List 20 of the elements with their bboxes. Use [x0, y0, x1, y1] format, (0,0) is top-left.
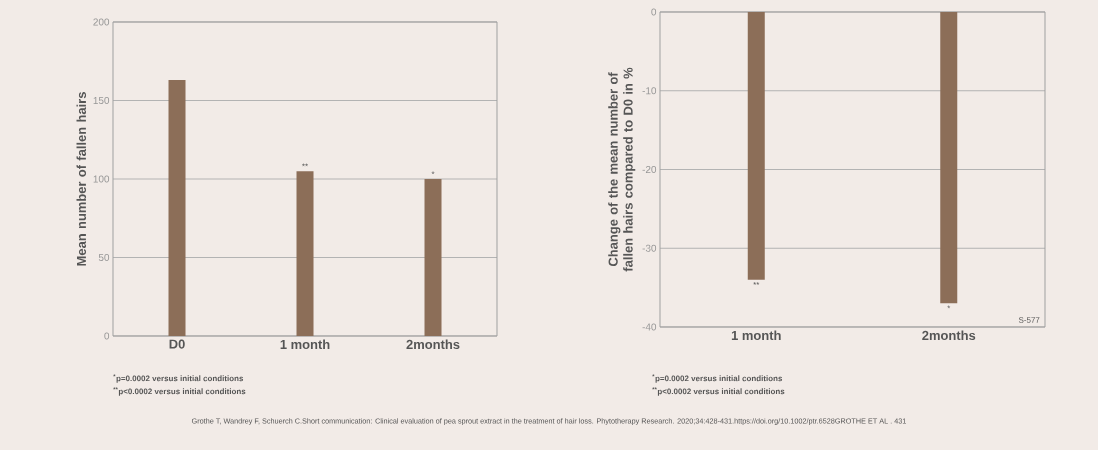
bar: [424, 178, 442, 336]
bar: [168, 80, 186, 336]
y-tick-label: -40: [642, 323, 657, 331]
y-axis-title: Change of the mean number of fallen hairs compared to D0 in %: [608, 67, 636, 272]
y-tick-label: 100: [93, 175, 110, 183]
x-tick-label: D0: [169, 339, 185, 349]
y-tick-label: 0: [104, 332, 110, 340]
bar: [296, 171, 314, 336]
y-tick-label: -20: [642, 165, 657, 174]
x-tick-label: 1 month: [280, 339, 330, 350]
x-tick-label: 2months: [406, 339, 460, 350]
y-axis-title: Mean number of fallen hairs: [76, 92, 87, 266]
y-tick-label: 150: [93, 96, 110, 105]
x-tick-label: 1 month: [731, 330, 781, 341]
x-tick-label: 2months: [922, 330, 976, 341]
y-tick-label: -10: [642, 87, 657, 95]
y-tick-label: 0: [651, 8, 657, 16]
y-tick-label: 50: [98, 253, 110, 262]
y-tick-label: 200: [93, 18, 110, 26]
y-tick-label: -30: [642, 244, 657, 252]
